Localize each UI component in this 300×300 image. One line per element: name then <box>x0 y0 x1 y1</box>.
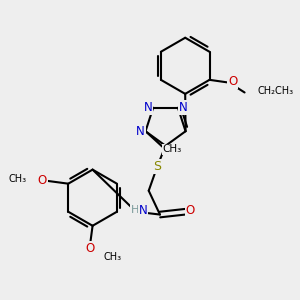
Text: CH₂CH₃: CH₂CH₃ <box>257 86 293 96</box>
Text: N: N <box>139 204 148 217</box>
Text: N: N <box>178 101 187 114</box>
Text: N: N <box>136 125 145 138</box>
Text: H: H <box>130 205 139 215</box>
Text: O: O <box>38 174 47 188</box>
Text: S: S <box>153 160 161 173</box>
Text: CH₃: CH₃ <box>8 175 26 184</box>
Text: CH₃: CH₃ <box>163 145 182 154</box>
Text: O: O <box>85 242 94 255</box>
Text: O: O <box>228 75 237 88</box>
Text: CH₃: CH₃ <box>104 252 122 262</box>
Text: O: O <box>186 204 195 217</box>
Text: N: N <box>144 101 152 114</box>
